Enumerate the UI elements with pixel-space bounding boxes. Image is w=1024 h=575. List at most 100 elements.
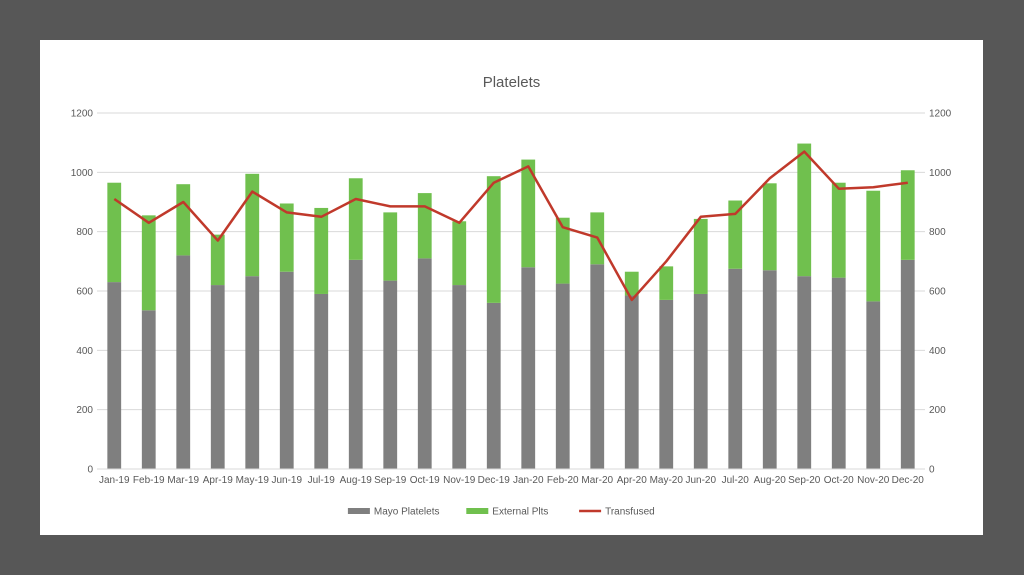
bar-mayo-platelets (693, 293, 708, 469)
bar-mayo-platelets (762, 270, 777, 469)
legend-label: Mayo Platelets (374, 507, 440, 518)
x-tick-label: Jul-20 (722, 475, 750, 486)
y2-tick-label: 600 (929, 287, 946, 298)
bar-mayo-platelets (348, 259, 363, 469)
bar-mayo-platelets (866, 301, 881, 469)
x-tick-label: Jan-19 (99, 475, 130, 486)
x-tick-label: May-20 (650, 475, 684, 486)
bar-mayo-platelets (486, 302, 501, 469)
bar-mayo-platelets (245, 276, 260, 469)
bar-mayo-platelets (107, 282, 122, 469)
x-tick-label: Apr-19 (203, 475, 233, 486)
bar-mayo-platelets (452, 285, 467, 469)
bar-external-plts (521, 159, 536, 268)
y2-tick-label: 800 (929, 227, 946, 238)
bar-external-plts (210, 234, 225, 286)
y-tick-label: 200 (76, 405, 93, 416)
x-tick-label: Dec-19 (478, 475, 511, 486)
bar-mayo-platelets (555, 283, 570, 469)
bar-external-plts (693, 218, 708, 294)
bar-external-plts (728, 200, 743, 269)
bar-external-plts (486, 176, 501, 303)
y2-tick-label: 0 (929, 465, 935, 476)
y2-tick-label: 1000 (929, 168, 952, 179)
bar-external-plts (900, 170, 915, 260)
bars (107, 143, 915, 469)
bar-external-plts (176, 184, 191, 256)
y-tick-label: 1000 (71, 168, 94, 179)
bar-mayo-platelets (590, 264, 605, 469)
x-tick-label: Sep-19 (374, 475, 407, 486)
y-tick-label: 400 (76, 346, 93, 357)
bar-external-plts (279, 203, 294, 272)
x-tick-label: Aug-20 (754, 475, 787, 486)
legend: Mayo Platelets External Plts Transfused (347, 507, 655, 518)
bar-external-plts (659, 266, 674, 300)
x-tick-label: Jun-20 (685, 475, 716, 486)
bar-mayo-platelets (521, 267, 536, 469)
bar-mayo-platelets (314, 293, 329, 469)
bar-mayo-platelets (383, 280, 398, 469)
y2-tick-label: 200 (929, 405, 946, 416)
bar-external-plts (348, 178, 363, 260)
y-tick-label: 0 (87, 465, 93, 476)
legend-label: Transfused (605, 507, 655, 518)
x-tick-label: Oct-19 (410, 475, 440, 486)
bar-external-plts (624, 271, 639, 296)
chart-title: Platelets (483, 74, 541, 91)
y-tick-label: 1200 (71, 109, 94, 120)
bar-external-plts (107, 182, 122, 283)
legend-label: External Plts (492, 507, 548, 518)
bar-external-plts (314, 207, 329, 294)
y-tick-label: 800 (76, 227, 93, 238)
x-tick-label: Dec-20 (892, 475, 925, 486)
x-tick-label: Jul-19 (308, 475, 336, 486)
y-axis-right: 0 200 400 600 800 1000 1200 (929, 109, 952, 476)
bar-mayo-platelets (210, 285, 225, 469)
bar-mayo-platelets (624, 295, 639, 469)
x-tick-label: May-19 (236, 475, 270, 486)
y-axis-left: 0 200 400 600 800 1000 1200 (71, 109, 94, 476)
x-tick-label: Mar-19 (167, 475, 199, 486)
gridlines (97, 112, 925, 470)
bar-mayo-platelets (900, 259, 915, 469)
bar-external-plts (245, 173, 260, 277)
bar-external-plts (797, 143, 812, 277)
y-tick-label: 600 (76, 287, 93, 298)
x-tick-label: Sep-20 (788, 475, 821, 486)
legend-swatch (347, 508, 370, 514)
bar-mayo-platelets (417, 258, 432, 469)
x-tick-label: Aug-19 (340, 475, 373, 486)
bar-mayo-platelets (659, 299, 674, 469)
chart-card: Platelets 0 200 400 600 800 1000 1200 0 200 400 6… (40, 40, 983, 535)
bar-external-plts (141, 215, 156, 311)
bar-external-plts (866, 190, 881, 302)
y2-tick-label: 1200 (929, 109, 952, 120)
x-tick-label: Jan-20 (513, 475, 544, 486)
transfused-line (113, 150, 908, 302)
x-tick-label: Jun-19 (271, 475, 302, 486)
platelets-chart: Platelets 0 200 400 600 800 1000 1200 0 200 400 6… (71, 74, 952, 518)
y2-tick-label: 400 (929, 346, 946, 357)
x-tick-label: Feb-19 (133, 475, 165, 486)
bar-mayo-platelets (728, 268, 743, 469)
x-axis: Jan-19 Feb-19 Mar-19 Apr-19 May-19 Jun-19 Jul-… (97, 468, 925, 486)
bar-external-plts (831, 182, 846, 278)
x-tick-label: Apr-20 (617, 475, 647, 486)
bar-external-plts (555, 217, 570, 284)
bar-external-plts (417, 193, 432, 259)
x-tick-label: Feb-20 (547, 475, 579, 486)
x-tick-label: Nov-20 (857, 475, 890, 486)
bar-external-plts (383, 212, 398, 281)
transfused-line-group (113, 150, 908, 302)
x-tick-label: Mar-20 (581, 475, 613, 486)
x-tick-label: Oct-20 (824, 475, 854, 486)
bar-mayo-platelets (176, 255, 191, 469)
bar-external-plts (452, 221, 467, 286)
bar-mayo-platelets (279, 271, 294, 469)
legend-swatch (466, 508, 489, 514)
bar-mayo-platelets (797, 276, 812, 469)
bar-mayo-platelets (141, 310, 156, 469)
bar-external-plts (762, 183, 777, 271)
bar-mayo-platelets (831, 277, 846, 469)
